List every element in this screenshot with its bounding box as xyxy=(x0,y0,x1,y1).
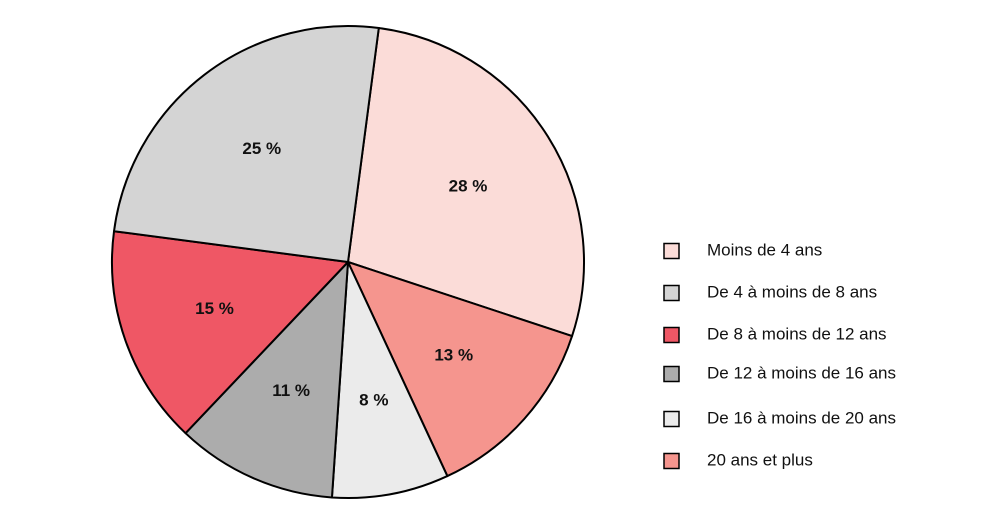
pie-slice-3 xyxy=(184,261,349,499)
pie-value-label: 8 % xyxy=(359,391,388,410)
legend: Moins de 4 ans De 4 à moins de 8 ans De 8 … xyxy=(663,240,896,470)
pie-slice-0 xyxy=(347,27,585,338)
legend-label: De 16 à moins de 20 ans xyxy=(707,408,896,427)
legend-item: De 12 à moins de 16 ans xyxy=(663,363,896,383)
legend-swatch xyxy=(663,452,680,470)
legend-item: De 8 à moins de 12 ans xyxy=(663,324,887,344)
pie-slice-2 xyxy=(330,261,449,499)
legend-item: De 4 à moins de 8 ans xyxy=(663,282,877,302)
pie-slices xyxy=(111,25,585,499)
legend-swatch xyxy=(663,242,680,260)
pie-slice-4 xyxy=(111,230,349,435)
legend-swatch xyxy=(663,326,680,344)
legend-label: 20 ans et plus xyxy=(707,450,813,469)
legend-label: Moins de 4 ans xyxy=(707,240,822,259)
legend-swatch xyxy=(663,284,680,302)
legend-label: De 12 à moins de 16 ans xyxy=(707,363,896,382)
legend-swatch xyxy=(663,410,680,428)
pie-value-label: 11 % xyxy=(272,381,310,400)
legend-label: De 8 à moins de 12 ans xyxy=(707,324,887,343)
legend-label: De 4 à moins de 8 ans xyxy=(707,282,877,301)
legend-item: De 16 à moins de 20 ans xyxy=(663,408,896,428)
pie-value-label: 28 % xyxy=(449,176,488,195)
pie-value-label: 25 % xyxy=(242,139,281,158)
legend-item: Moins de 4 ans xyxy=(663,240,822,260)
pie-value-label: 13 % xyxy=(434,346,473,365)
pie-value-labels: 28 % 13 % 8 % 11 % 15 % 25 % xyxy=(195,139,487,410)
legend-item: 20 ans et plus xyxy=(663,450,813,470)
pie-slice-5 xyxy=(113,25,380,263)
legend-swatch xyxy=(663,365,680,383)
pie-value-label: 15 % xyxy=(195,299,234,318)
pie-slice-1 xyxy=(347,261,574,478)
